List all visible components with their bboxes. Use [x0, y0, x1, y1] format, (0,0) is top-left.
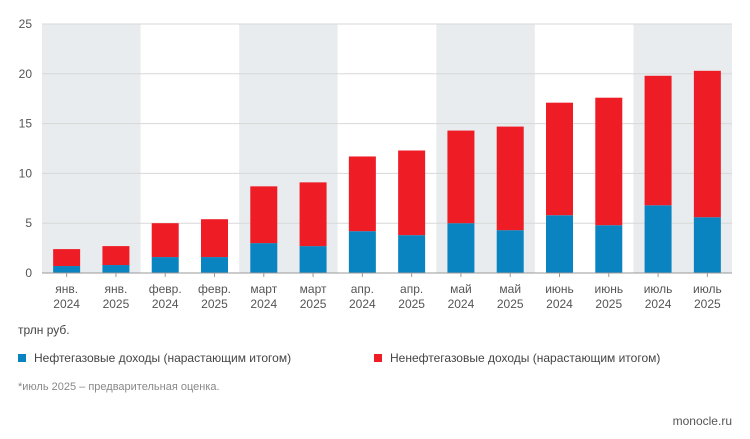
bar-non-oil-gas-13 — [693, 70, 721, 218]
bar-non-oil-gas-2 — [151, 223, 179, 258]
bar-oil-gas-2 — [151, 257, 179, 273]
bar-non-oil-gas-10 — [546, 102, 573, 216]
legend-swatch-oil-gas — [18, 354, 26, 362]
y-tick-label-15: 15 — [19, 117, 33, 131]
y-tick-label-25: 25 — [19, 17, 33, 31]
bar-oil-gas-11 — [595, 225, 623, 273]
x-tick-label-year-1: 2025 — [103, 297, 130, 311]
x-tick-label-year-8: 2024 — [448, 297, 475, 311]
x-tick-label-month-5: март — [300, 282, 327, 296]
unit-label: трлн руб. — [18, 323, 70, 337]
x-tick-label-year-10: 2024 — [546, 297, 573, 311]
bar-non-oil-gas-1 — [102, 246, 130, 266]
x-tick-label-month-13: июль — [693, 282, 722, 296]
x-tick-label-month-2: февр. — [149, 282, 182, 296]
y-tick-label-0: 0 — [25, 266, 32, 280]
brand-label: monocle.ru — [672, 414, 732, 428]
x-tick-label-month-8: май — [450, 282, 472, 296]
bar-non-oil-gas-3 — [201, 219, 228, 258]
bar-oil-gas-12 — [644, 205, 672, 273]
x-tick-label-year-2: 2024 — [152, 297, 179, 311]
x-tick-label-year-9: 2025 — [497, 297, 524, 311]
footnote: *июль 2025 – предварительная оценка. — [18, 381, 220, 393]
bar-oil-gas-3 — [201, 257, 228, 273]
bar-oil-gas-4 — [250, 243, 278, 273]
bar-non-oil-gas-8 — [447, 130, 475, 224]
x-tick-label-year-3: 2025 — [201, 297, 228, 311]
x-tick-label-month-12: июль — [644, 282, 673, 296]
legend-label-non-oil-gas: Ненефтегазовые доходы (нарастающим итого… — [390, 351, 661, 365]
bar-oil-gas-7 — [398, 235, 426, 273]
bar-oil-gas-8 — [447, 223, 475, 273]
legend-label-oil-gas: Нефтегазовые доходы (нарастающим итогом) — [34, 351, 292, 365]
x-tick-label-month-6: апр. — [351, 282, 374, 296]
bar-non-oil-gas-7 — [398, 150, 426, 236]
x-tick-label-year-5: 2025 — [300, 297, 327, 311]
y-tick-label-5: 5 — [25, 216, 32, 230]
bar-non-oil-gas-5 — [299, 182, 327, 247]
bar-non-oil-gas-12 — [644, 75, 672, 206]
bar-non-oil-gas-6 — [348, 156, 376, 232]
bar-oil-gas-13 — [693, 217, 721, 273]
month-band-0 — [42, 24, 141, 273]
legend-swatch-non-oil-gas — [374, 354, 382, 362]
x-tick-label-month-1: янв. — [105, 282, 128, 296]
x-tick-label-year-0: 2024 — [53, 297, 80, 311]
x-tick-label-month-4: март — [250, 282, 277, 296]
y-tick-label-20: 20 — [19, 67, 33, 81]
bar-non-oil-gas-9 — [496, 126, 524, 231]
x-tick-label-month-0: янв. — [55, 282, 78, 296]
x-tick-label-month-7: апр. — [400, 282, 423, 296]
bar-oil-gas-9 — [496, 230, 524, 273]
x-tick-label-year-4: 2024 — [250, 297, 277, 311]
x-tick-label-year-12: 2024 — [645, 297, 672, 311]
x-tick-label-month-11: июнь — [594, 282, 623, 296]
x-tick-label-year-6: 2024 — [349, 297, 376, 311]
bar-oil-gas-6 — [348, 231, 376, 273]
legend-item-oil-gas: Нефтегазовые доходы (нарастающим итогом) — [18, 351, 291, 365]
x-tick-label-month-9: май — [499, 282, 521, 296]
bar-oil-gas-5 — [299, 246, 327, 273]
bar-oil-gas-1 — [102, 265, 130, 273]
x-tick-label-year-13: 2025 — [694, 297, 721, 311]
x-tick-label-month-10: июнь — [545, 282, 574, 296]
bar-non-oil-gas-4 — [250, 186, 278, 244]
bar-non-oil-gas-11 — [595, 97, 623, 226]
bar-oil-gas-10 — [546, 215, 573, 273]
x-tick-label-month-3: февр. — [198, 282, 231, 296]
y-tick-label-10: 10 — [19, 166, 33, 180]
legend-item-non-oil-gas: Ненефтегазовые доходы (нарастающим итого… — [374, 351, 660, 365]
x-tick-label-year-7: 2025 — [398, 297, 425, 311]
x-tick-label-year-11: 2025 — [595, 297, 622, 311]
bar-oil-gas-0 — [53, 266, 81, 273]
stacked-bar-chart: 0510152025янв.2024янв.2025февр.2024февр.… — [19, 17, 732, 311]
bar-non-oil-gas-0 — [53, 249, 81, 267]
